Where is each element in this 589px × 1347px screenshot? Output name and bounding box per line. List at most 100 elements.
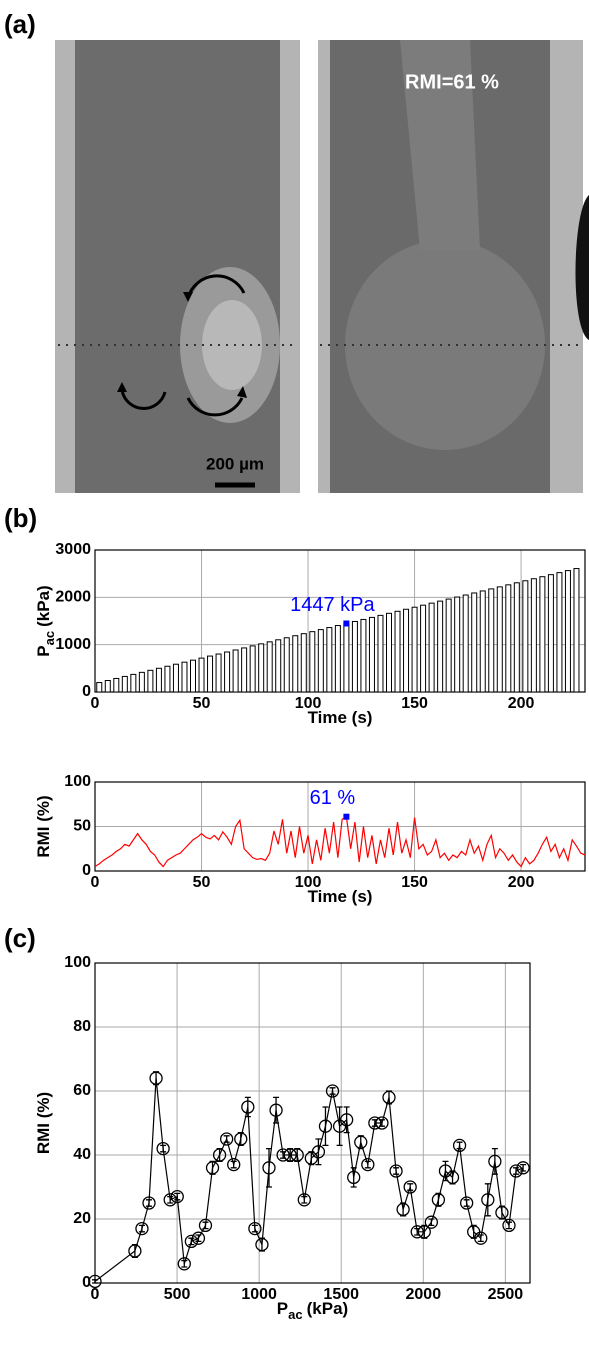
error-bar (195, 1234, 202, 1243)
marker (311, 1145, 326, 1159)
error-bar (181, 1259, 188, 1268)
bar (300, 633, 307, 693)
marker (431, 1193, 446, 1207)
error-bar (266, 1147, 272, 1188)
error-bar (237, 1131, 244, 1147)
bar (283, 637, 290, 693)
y-tick-label: 0 (82, 862, 91, 879)
x-axis-label-unit: (kPa) (307, 1299, 349, 1318)
bar (275, 639, 282, 693)
error-bar (230, 1160, 237, 1169)
marker (290, 1148, 304, 1162)
error-bar (131, 1243, 138, 1259)
marker (481, 1193, 495, 1207)
error-bar (343, 1106, 350, 1134)
error-bar (484, 1183, 491, 1217)
marker (361, 1157, 375, 1172)
bar (403, 608, 410, 693)
bar (539, 576, 546, 693)
error-bar (364, 1160, 371, 1169)
error-bar (435, 1192, 442, 1207)
bar (232, 649, 239, 693)
marker (474, 1231, 488, 1245)
bar (164, 665, 171, 693)
error-bar (505, 1221, 512, 1230)
x-tick-label: 50 (193, 874, 211, 891)
highlight-label: 61 % (310, 787, 356, 809)
bar (471, 592, 478, 693)
bar (343, 623, 350, 693)
error-bar (251, 1224, 258, 1233)
highlight-point (343, 813, 350, 820)
marker (502, 1218, 516, 1233)
x-axis-label: Time (s) (308, 887, 373, 906)
y-tick-label: 80 (73, 1018, 91, 1035)
bar (428, 602, 435, 693)
marker (339, 1113, 354, 1127)
x-tick-label: 1500 (323, 1286, 359, 1303)
error-bar (400, 1202, 407, 1217)
bar (104, 679, 111, 693)
data-line (94, 1078, 524, 1282)
bar (190, 659, 196, 693)
marker (396, 1202, 410, 1217)
image-annotation: RMI=61 % (405, 71, 499, 93)
panel-label: (b) (4, 503, 37, 533)
x-tick-label: 2500 (488, 1286, 524, 1303)
x-tick-label: 0 (91, 1286, 100, 1303)
error-bar (244, 1096, 251, 1118)
x-tick-label: 0 (91, 874, 100, 891)
error-bar (202, 1221, 209, 1230)
error-bar (92, 1279, 98, 1284)
marker (142, 1196, 156, 1210)
error-bar (350, 1167, 357, 1188)
bar (326, 627, 333, 693)
marker (170, 1189, 184, 1204)
marker (227, 1157, 241, 1172)
marker (417, 1225, 431, 1239)
error-bar (167, 1195, 174, 1204)
bar (241, 647, 248, 693)
marker (248, 1221, 262, 1236)
marker (262, 1161, 276, 1175)
bar (505, 584, 512, 693)
bar (317, 629, 324, 693)
marker (403, 1180, 417, 1194)
bar (258, 643, 265, 693)
bar (411, 606, 418, 693)
error-bar (491, 1147, 498, 1175)
error-bar (174, 1192, 181, 1201)
x-tick-label: 0 (91, 695, 100, 712)
bar (351, 620, 358, 693)
y-tick-label: 100 (64, 954, 91, 971)
marker (88, 1274, 102, 1289)
bar (172, 663, 179, 693)
x-tick-label: 150 (401, 695, 428, 712)
bar (249, 645, 256, 693)
marker (198, 1218, 213, 1233)
bar (386, 612, 392, 693)
x-tick-label: 1000 (241, 1286, 277, 1303)
x-tick-label: 100 (295, 695, 322, 712)
error-bar (385, 1090, 392, 1105)
bar (181, 661, 188, 693)
marker (354, 1135, 368, 1149)
bar (360, 618, 367, 693)
y-tick-label: 3000 (55, 541, 91, 558)
bar (377, 614, 384, 693)
photo-left (55, 40, 300, 493)
x-axis-label-text: P (277, 1299, 288, 1318)
bar (147, 669, 154, 693)
x-tick-label: 50 (193, 695, 211, 712)
bar (556, 572, 563, 693)
y-tick-label: 20 (73, 1210, 91, 1227)
bar (266, 641, 273, 693)
bar (215, 653, 222, 693)
error-bar (223, 1135, 230, 1143)
marker (452, 1138, 467, 1153)
plot-frame (94, 962, 531, 1284)
bar (121, 675, 128, 693)
y-axis-label: RMI (%) (34, 1092, 53, 1154)
marker (156, 1141, 170, 1156)
y-axis-label-sub: ac (42, 631, 57, 645)
